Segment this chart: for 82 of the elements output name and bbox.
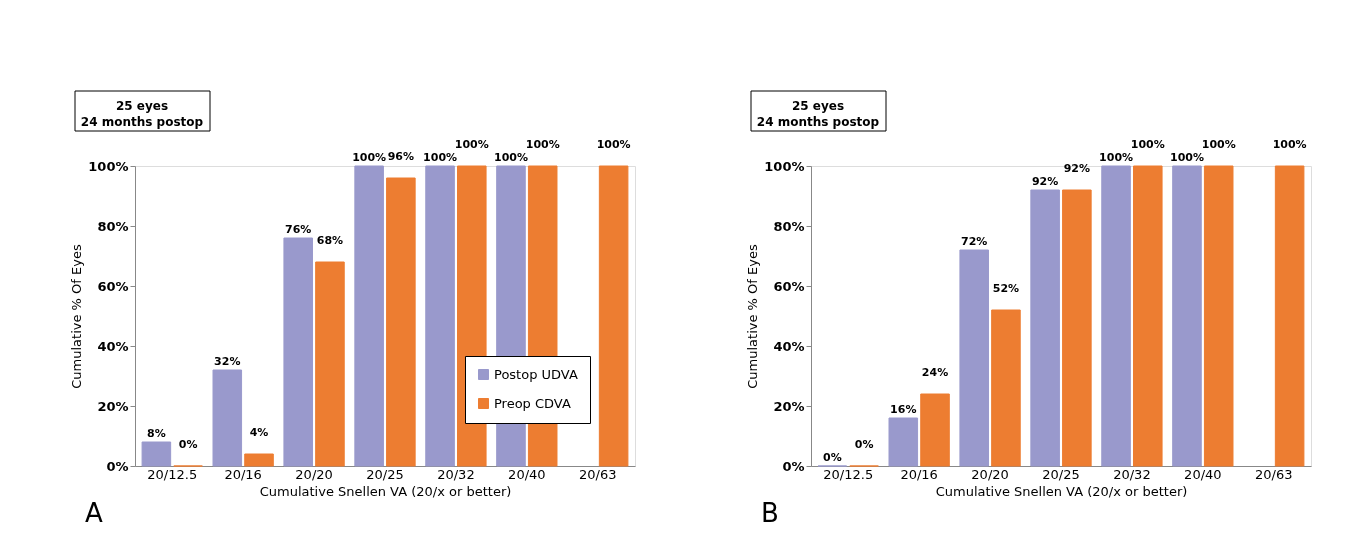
bar bbox=[1274, 165, 1305, 467]
text: 25 eyes 24 months postop bbox=[756, 99, 880, 129]
x-tick-label: 20/32 bbox=[437, 466, 475, 482]
text: A bbox=[85, 498, 103, 528]
x-tick-label: 20/32 bbox=[1113, 466, 1151, 482]
y-axis-title: Cumulative % Of Eyes bbox=[69, 244, 85, 389]
data-label: 0% bbox=[178, 438, 198, 451]
x-axis-title: Cumulative Snellen VA (20/x or better) bbox=[935, 483, 1188, 499]
data-label: 100% bbox=[1130, 138, 1165, 151]
y-tick-label: 40% bbox=[97, 338, 129, 354]
data-label: 52% bbox=[992, 282, 1020, 295]
data-label: 100% bbox=[352, 151, 387, 164]
bar bbox=[315, 261, 345, 467]
y-tick-label: 0% bbox=[782, 458, 805, 474]
y-tick-label: 60% bbox=[773, 278, 805, 294]
data-label: 100% bbox=[1099, 151, 1134, 164]
text: B bbox=[761, 498, 779, 528]
data-label: 8% bbox=[147, 427, 166, 440]
data-label: 0% bbox=[823, 451, 842, 464]
bar bbox=[920, 393, 950, 467]
bar bbox=[991, 309, 1021, 467]
data-label: 100% bbox=[493, 151, 528, 164]
text: 25 eyes 24 months postop bbox=[80, 99, 204, 129]
x-tick-label: 20/20 bbox=[971, 466, 1009, 482]
y-tick-label: 20% bbox=[773, 398, 805, 414]
x-tick-label: 20/40 bbox=[508, 466, 546, 482]
bar bbox=[1203, 165, 1234, 467]
data-label: 96% bbox=[387, 150, 415, 163]
data-label: 100% bbox=[1272, 138, 1307, 151]
data-label: 100% bbox=[525, 138, 560, 151]
data-label: 92% bbox=[1063, 162, 1091, 175]
x-tick-label: 20/20 bbox=[295, 466, 333, 482]
x-tick-label: 20/25 bbox=[1042, 466, 1080, 482]
bar bbox=[1172, 165, 1202, 467]
bar bbox=[141, 441, 172, 467]
x-axis-title: Cumulative Snellen VA (20/x or better) bbox=[259, 483, 512, 499]
legend-label: Postop UDVA bbox=[494, 366, 578, 382]
bar bbox=[244, 453, 274, 467]
data-label: 16% bbox=[890, 403, 917, 416]
bar bbox=[386, 177, 416, 467]
y-axis-title: Cumulative % Of Eyes bbox=[745, 244, 761, 389]
y-tick-label: 40% bbox=[773, 338, 805, 354]
data-label: 100% bbox=[423, 151, 458, 164]
data-label: 72% bbox=[961, 235, 988, 248]
bar bbox=[598, 165, 629, 467]
data-label: 100% bbox=[454, 138, 489, 151]
data-label: 100% bbox=[596, 138, 631, 151]
bar bbox=[354, 165, 384, 467]
data-label: 24% bbox=[921, 366, 949, 379]
y-tick-label: 0% bbox=[106, 458, 129, 474]
y-tick-label: 60% bbox=[97, 278, 129, 294]
y-tick-label: 80% bbox=[97, 218, 129, 234]
bar bbox=[1030, 189, 1060, 467]
data-label: 32% bbox=[214, 355, 241, 368]
x-tick-label: 20/63 bbox=[1255, 466, 1293, 482]
data-label: 100% bbox=[1169, 151, 1204, 164]
x-tick-label: 20/12.5 bbox=[823, 466, 874, 482]
bar bbox=[959, 249, 989, 467]
x-tick-label: 20/63 bbox=[579, 466, 617, 482]
bar bbox=[1101, 165, 1131, 467]
x-tick-label: 20/40 bbox=[1184, 466, 1222, 482]
data-label: 76% bbox=[285, 223, 312, 236]
bar bbox=[1062, 189, 1092, 467]
bar bbox=[1133, 165, 1163, 467]
legend-label: Preop CDVA bbox=[494, 395, 571, 411]
y-tick-label: 100% bbox=[88, 158, 129, 174]
bar bbox=[425, 165, 455, 467]
data-label: 92% bbox=[1031, 175, 1059, 188]
x-tick-label: 20/12.5 bbox=[147, 466, 198, 482]
y-tick-label: 80% bbox=[773, 218, 805, 234]
x-tick-label: 20/25 bbox=[366, 466, 404, 482]
bar bbox=[888, 417, 919, 467]
y-tick-label: 20% bbox=[97, 398, 129, 414]
data-label: 68% bbox=[316, 234, 344, 247]
data-label: 100% bbox=[1201, 138, 1236, 151]
bar bbox=[283, 237, 313, 467]
x-tick-label: 20/16 bbox=[224, 466, 262, 482]
bar bbox=[212, 369, 243, 467]
data-label: 4% bbox=[249, 426, 269, 439]
y-tick-label: 100% bbox=[764, 158, 805, 174]
data-label: 0% bbox=[854, 438, 874, 451]
x-tick-label: 20/16 bbox=[900, 466, 938, 482]
